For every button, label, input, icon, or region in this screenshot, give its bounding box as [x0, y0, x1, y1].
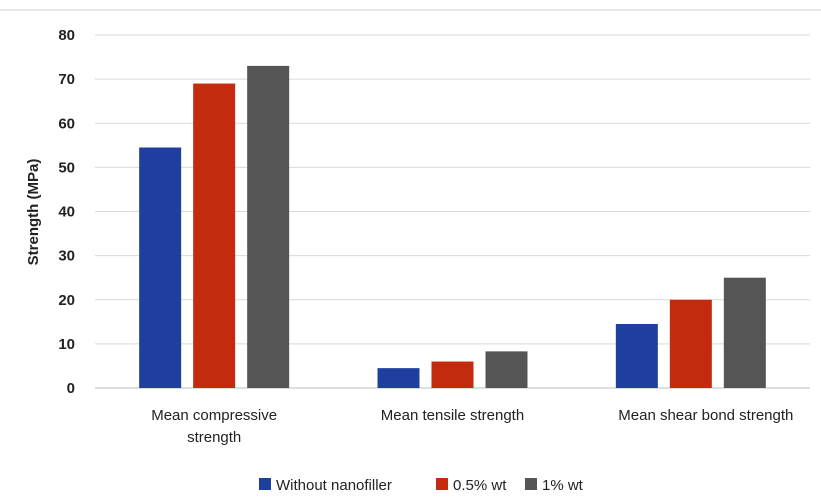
x-category-label: strength — [187, 429, 241, 446]
bar — [485, 351, 528, 388]
y-tick-label: 80 — [58, 27, 75, 44]
bar — [615, 324, 658, 388]
bar — [431, 361, 474, 388]
legend-label: 0.5% wt — [453, 477, 507, 494]
y-tick-label: 10 — [58, 336, 75, 353]
y-axis-tick-labels: 0 10 20 30 40 50 60 70 80 — [58, 27, 75, 397]
x-category-label: Mean shear bond strength — [618, 407, 793, 424]
y-tick-label: 0 — [67, 380, 75, 397]
bar — [723, 277, 766, 388]
legend: Without nanofiller 0.5% wt 1% wt — [259, 477, 584, 494]
y-tick-label: 20 — [58, 292, 75, 309]
y-tick-label: 40 — [58, 204, 75, 221]
legend-label: 1% wt — [542, 477, 584, 494]
legend-swatch — [525, 478, 537, 490]
bars — [139, 65, 766, 388]
y-tick-label: 50 — [58, 159, 75, 176]
y-axis-title: Strength (MPa) — [25, 159, 42, 266]
bar — [193, 83, 236, 388]
x-category-label: Mean tensile strength — [381, 407, 524, 424]
bar — [139, 147, 182, 388]
bar — [669, 299, 712, 388]
y-tick-label: 60 — [58, 115, 75, 132]
x-category-label: Mean compressive — [151, 407, 277, 424]
legend-swatch — [436, 478, 448, 490]
legend-label: Without nanofiller — [276, 477, 392, 494]
bar — [377, 368, 420, 388]
y-tick-label: 70 — [58, 71, 75, 88]
bar — [247, 65, 290, 388]
y-tick-label: 30 — [58, 248, 75, 265]
x-axis-category-labels: Mean compressive strength Mean tensile str… — [151, 407, 793, 446]
legend-swatch — [259, 478, 271, 490]
